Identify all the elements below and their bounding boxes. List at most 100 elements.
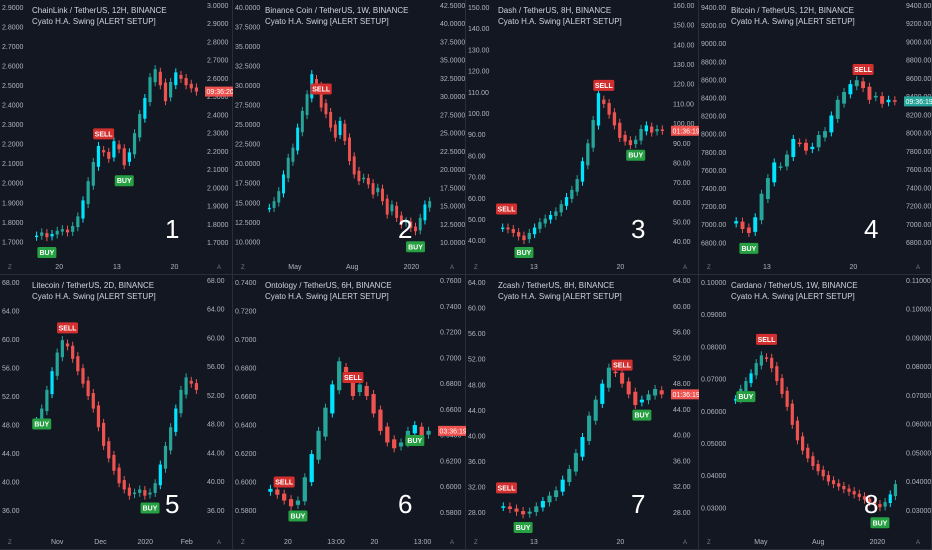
candle-body (591, 120, 595, 148)
y-tick-left: 7600.00 (701, 168, 726, 175)
y-tick-right: 2.9000 (207, 21, 229, 28)
candle-body (593, 399, 598, 421)
y-tick-right: 9400.00 (906, 3, 931, 10)
y-tick-left: 64.00 (2, 309, 20, 316)
candle-body (780, 378, 784, 394)
candle-body (189, 83, 193, 89)
y-tick-left: 0.5800 (235, 508, 257, 515)
y-tick-right: 64.00 (207, 307, 225, 314)
y-tick-right: 3.0000 (207, 3, 229, 10)
y-tick-right: 44.00 (673, 407, 691, 414)
panel-background (466, 0, 699, 275)
candle-body (602, 99, 606, 104)
y-tick-right: 48.00 (207, 422, 225, 429)
y-tick-right: 0.03000 (906, 508, 931, 515)
candle-body (835, 99, 840, 119)
candle-body (362, 177, 366, 180)
candle-body (852, 491, 856, 495)
y-tick-right: 36.00 (673, 458, 691, 465)
y-tick-right: 7200.00 (906, 204, 931, 211)
x-tick: 13 (530, 264, 538, 271)
candle-body (189, 380, 193, 384)
candle-body (324, 103, 328, 115)
y-tick-left: 40.00 (2, 480, 20, 487)
buy-signal-tag (739, 242, 759, 254)
y-tick-right: 0.05000 (906, 450, 931, 457)
y-tick-right: 8600.00 (906, 76, 931, 83)
candle-body (169, 427, 173, 451)
y-tick-right: 40.00 (673, 433, 691, 440)
chart-title: ChainLink / TetherUS, 12H, BINANCE (32, 6, 167, 15)
zoom-corner-icon: Z (8, 540, 12, 546)
y-tick-right: 0.7200 (440, 330, 462, 337)
y-tick-left: 150.00 (468, 5, 490, 12)
candle-body (778, 166, 783, 168)
candle-body (753, 217, 758, 232)
candle-body (286, 157, 290, 179)
sell-signal-label: SELL (613, 363, 632, 370)
y-tick-left: 44.00 (468, 408, 486, 415)
candle-body (873, 501, 877, 505)
x-tick: 20 (284, 539, 292, 546)
x-tick: 2020 (137, 539, 153, 546)
candle-body (892, 100, 897, 102)
y-tick-left: 28.00 (468, 510, 486, 517)
y-tick-right: 25.0000 (440, 131, 465, 138)
candle-body (893, 484, 898, 497)
y-tick-right: 7000.00 (906, 222, 931, 229)
y-tick-left: 15.0000 (235, 200, 260, 207)
candle-body (428, 201, 432, 208)
x-tick: 13:00 (327, 539, 345, 546)
candle-body (112, 454, 116, 471)
candle-body (148, 492, 152, 495)
candle-body (71, 345, 75, 359)
candle-body (811, 456, 815, 467)
zoom-corner-icon: Z (707, 265, 711, 271)
candle-body (163, 445, 168, 469)
x-tick: Feb (181, 539, 193, 546)
price-countdown-label: 03:36:19 (440, 428, 467, 435)
chart-panel-3: 150.00 140.00 130.00 120.00 110.00 100.00 90.0… (466, 0, 700, 275)
candle-body (81, 368, 85, 384)
buy-signal-label: BUY (517, 250, 532, 257)
chart-panel-1: 2.9000 2.8000 2.7000 2.6000 2.5000 2.4000 2.30… (0, 0, 234, 275)
candle-body (626, 381, 631, 395)
candle-body (775, 366, 779, 382)
y-tick-right: 15.0000 (440, 204, 465, 211)
candle-body (580, 161, 585, 182)
indicator-name: Cyato H.A. Swing [ALERT SETUP] (498, 292, 622, 301)
candle-body (50, 234, 54, 237)
candle-body (275, 489, 280, 495)
candle-body (296, 127, 300, 151)
auto-scale-icon: A (683, 540, 687, 546)
sell-signal-label: SELL (498, 207, 517, 214)
candle-body (81, 200, 85, 219)
candle-body (655, 128, 659, 132)
sell-signal-tag (496, 203, 517, 215)
candle-body (880, 96, 885, 104)
buy-signal-tag (632, 409, 652, 421)
zoom-corner-icon: Z (707, 540, 711, 546)
candle-body (791, 138, 796, 157)
buy-signal-tag (514, 247, 534, 258)
candle-body (423, 204, 427, 221)
buy-signal-label: BUY (143, 506, 158, 513)
panel-background (699, 0, 932, 275)
panel-number: 8 (864, 489, 878, 519)
chart-panel-7: 64.00 60.00 56.00 52.00 48.00 44.00 40.00 36.00… (466, 275, 700, 550)
candle-body (376, 187, 380, 193)
candle-body (521, 511, 526, 515)
indicator-name: Cyato H.A. Swing [ALERT SETUP] (731, 292, 855, 301)
y-tick-right: 0.5800 (440, 510, 462, 517)
y-tick-left: 36.00 (468, 459, 486, 466)
price-countdown-tag (671, 389, 699, 400)
y-tick-left: 2.2000 (2, 142, 24, 149)
candle-body (575, 179, 579, 192)
candle-body (837, 483, 841, 487)
candle-body (534, 506, 539, 513)
price-countdown-tag (671, 125, 699, 136)
y-tick-left: 90.00 (468, 132, 486, 139)
y-tick-right: 56.00 (207, 364, 225, 371)
candle-body (316, 430, 321, 460)
